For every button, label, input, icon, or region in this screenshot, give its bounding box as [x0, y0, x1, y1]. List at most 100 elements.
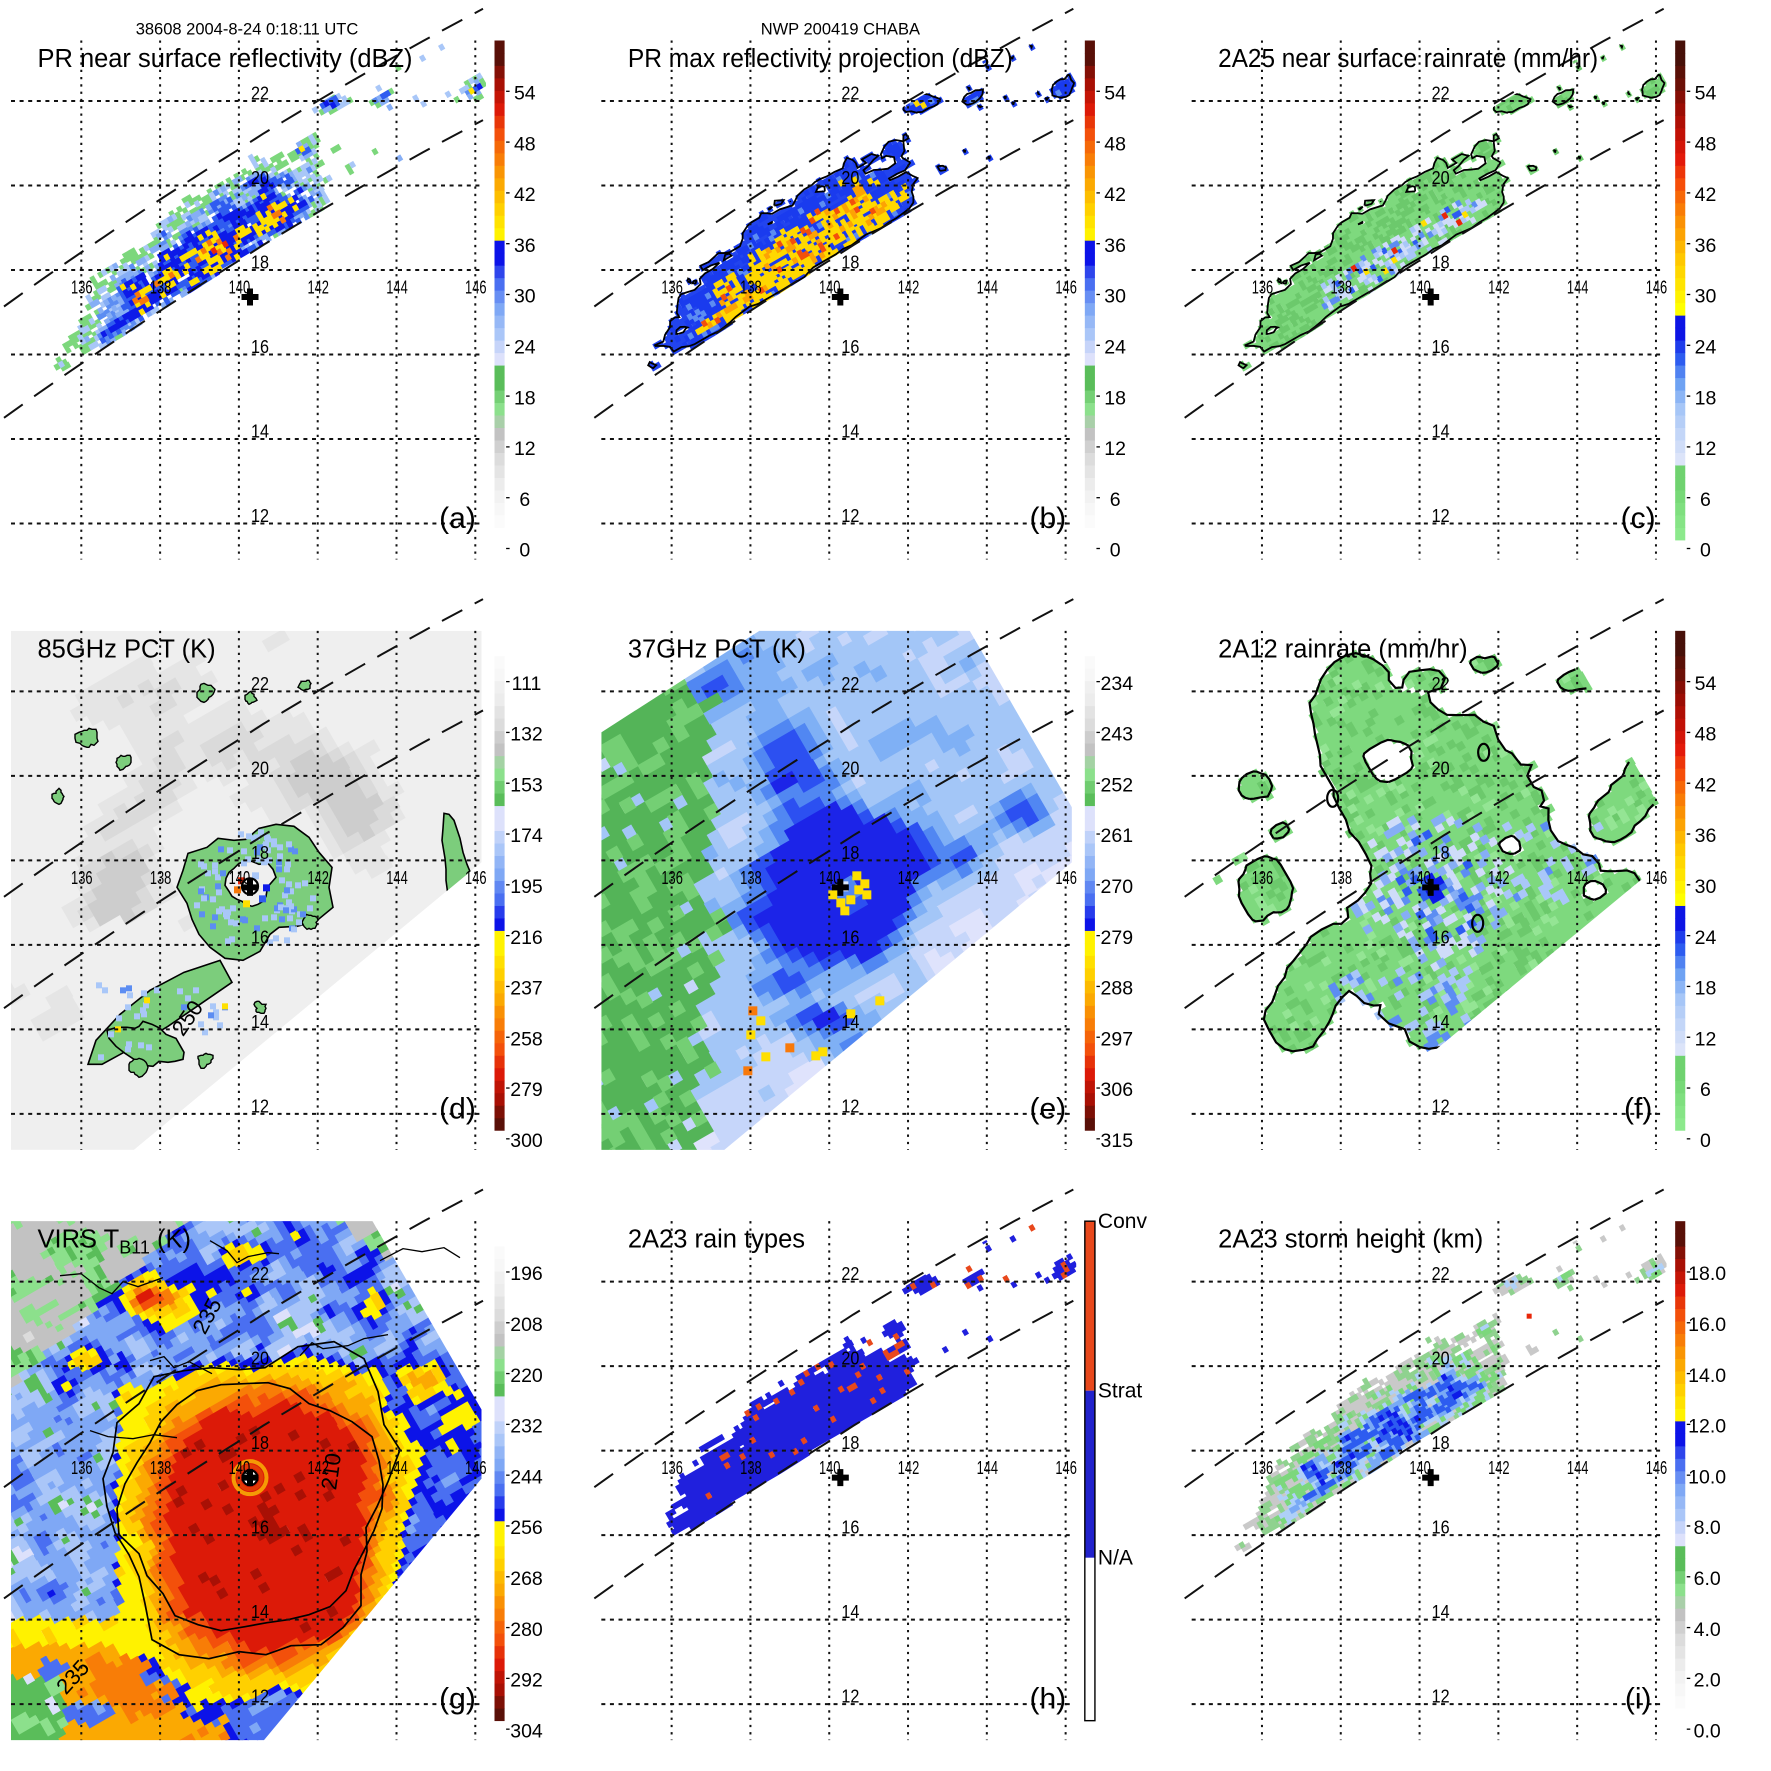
svg-text:16: 16: [251, 1518, 269, 1538]
svg-text:136: 136: [1252, 278, 1274, 298]
svg-text:297: 297: [1101, 1028, 1134, 1050]
svg-text:256: 256: [510, 1517, 543, 1539]
svg-text:24: 24: [1104, 337, 1126, 359]
svg-text:30: 30: [514, 286, 536, 308]
svg-text:12: 12: [1104, 438, 1126, 460]
svg-text:142: 142: [898, 278, 920, 298]
svg-text:12.0: 12.0: [1688, 1416, 1726, 1438]
svg-text:140: 140: [229, 278, 251, 298]
svg-text:12: 12: [841, 1096, 859, 1116]
svg-text:138: 138: [740, 278, 762, 298]
svg-text:18: 18: [251, 253, 269, 273]
svg-text:140: 140: [1409, 278, 1431, 298]
svg-text:8.0: 8.0: [1694, 1517, 1721, 1539]
svg-text:36: 36: [1104, 235, 1126, 257]
svg-text:(c): (c): [1621, 502, 1656, 535]
svg-text:138: 138: [150, 278, 172, 298]
svg-text:2A23 rain types: 2A23 rain types: [628, 1226, 805, 1254]
svg-text:10.0: 10.0: [1688, 1466, 1726, 1488]
svg-text:12: 12: [251, 506, 269, 526]
svg-text:16: 16: [1432, 337, 1450, 357]
svg-text:210: 210: [316, 1452, 346, 1492]
svg-text:144: 144: [977, 1458, 999, 1478]
svg-text:136: 136: [661, 868, 683, 888]
svg-text:(e): (e): [1029, 1092, 1066, 1125]
svg-text:195: 195: [510, 876, 543, 898]
svg-text:6: 6: [519, 489, 530, 511]
svg-text:288: 288: [1101, 978, 1134, 1000]
svg-text:(b): (b): [1029, 502, 1066, 535]
svg-text:144: 144: [1567, 278, 1589, 298]
svg-text:136: 136: [1252, 1458, 1274, 1478]
svg-text:0: 0: [1700, 1130, 1711, 1152]
svg-text:24: 24: [1695, 927, 1717, 949]
svg-text:22: 22: [251, 674, 269, 694]
svg-text:22: 22: [1432, 1264, 1450, 1284]
svg-text:140: 140: [819, 278, 841, 298]
svg-text:42: 42: [1695, 184, 1717, 206]
svg-text:136: 136: [1252, 868, 1274, 888]
svg-text:(d): (d): [439, 1092, 476, 1125]
svg-text:48: 48: [1104, 133, 1126, 155]
svg-text:38608 2004-8-24 0:18:11 UTC: 38608 2004-8-24 0:18:11 UTC: [136, 21, 359, 39]
svg-text:146: 146: [1055, 868, 1077, 888]
svg-text:14: 14: [1432, 1012, 1450, 1032]
svg-text:54: 54: [1695, 83, 1717, 105]
svg-text:142: 142: [898, 1458, 920, 1478]
svg-text:196: 196: [510, 1263, 543, 1285]
svg-text:4.0: 4.0: [1694, 1619, 1721, 1641]
svg-text:36: 36: [1695, 825, 1717, 847]
svg-text:85GHz PCT (K): 85GHz PCT (K): [38, 635, 216, 663]
svg-text:PR near surface reflectivity (: PR near surface reflectivity (dBZ): [38, 45, 413, 73]
svg-text:279: 279: [1101, 927, 1134, 949]
svg-text:22: 22: [841, 1264, 859, 1284]
svg-text:42: 42: [1104, 184, 1126, 206]
svg-text:20: 20: [251, 1349, 269, 1369]
svg-text:22: 22: [251, 1264, 269, 1284]
svg-text:237: 237: [510, 978, 543, 1000]
svg-text:12: 12: [1695, 1028, 1717, 1050]
svg-text:144: 144: [386, 868, 408, 888]
svg-text:48: 48: [1695, 724, 1717, 746]
svg-text:142: 142: [307, 278, 329, 298]
svg-text:(f): (f): [1624, 1092, 1652, 1125]
svg-text:22: 22: [1432, 674, 1450, 694]
svg-text:18: 18: [841, 253, 859, 273]
svg-text:22: 22: [251, 84, 269, 104]
svg-text:138: 138: [150, 1458, 172, 1478]
svg-text:244: 244: [510, 1466, 543, 1488]
svg-text:14: 14: [1432, 1602, 1450, 1622]
svg-text:18: 18: [514, 387, 536, 409]
svg-text:146: 146: [1646, 278, 1668, 298]
svg-text:14.0: 14.0: [1688, 1365, 1726, 1387]
svg-text:146: 146: [1646, 868, 1668, 888]
svg-text:24: 24: [514, 337, 536, 359]
svg-text:144: 144: [1567, 868, 1589, 888]
svg-text:140: 140: [819, 868, 841, 888]
svg-text:14: 14: [251, 1602, 269, 1622]
svg-text:16: 16: [841, 927, 859, 947]
svg-text:Strat: Strat: [1098, 1380, 1143, 1403]
svg-text:306: 306: [1101, 1079, 1134, 1101]
svg-text:48: 48: [514, 133, 536, 155]
svg-text:54: 54: [514, 83, 536, 105]
svg-text:144: 144: [1567, 1458, 1589, 1478]
svg-text:0.0: 0.0: [1694, 1720, 1721, 1742]
svg-text:144: 144: [386, 1458, 408, 1478]
svg-text:42: 42: [1695, 774, 1717, 796]
svg-text:(i): (i): [1625, 1683, 1652, 1716]
svg-text:12: 12: [251, 1096, 269, 1116]
svg-text:142: 142: [898, 868, 920, 888]
svg-text:18: 18: [1432, 843, 1450, 863]
svg-text:146: 146: [1055, 1458, 1077, 1478]
svg-text:2A25 near surface rainrate (mm: 2A25 near surface rainrate (mm/hr): [1218, 45, 1598, 73]
svg-text:12: 12: [251, 1687, 269, 1707]
svg-text:292: 292: [510, 1670, 543, 1692]
svg-text:300: 300: [510, 1130, 543, 1152]
svg-text:12: 12: [1432, 506, 1450, 526]
svg-text:14: 14: [1432, 422, 1450, 442]
svg-text:37GHz PCT (K): 37GHz PCT (K): [628, 635, 806, 663]
svg-text:146: 146: [1646, 1458, 1668, 1478]
svg-text:16: 16: [251, 337, 269, 357]
svg-text:252: 252: [1101, 774, 1134, 796]
